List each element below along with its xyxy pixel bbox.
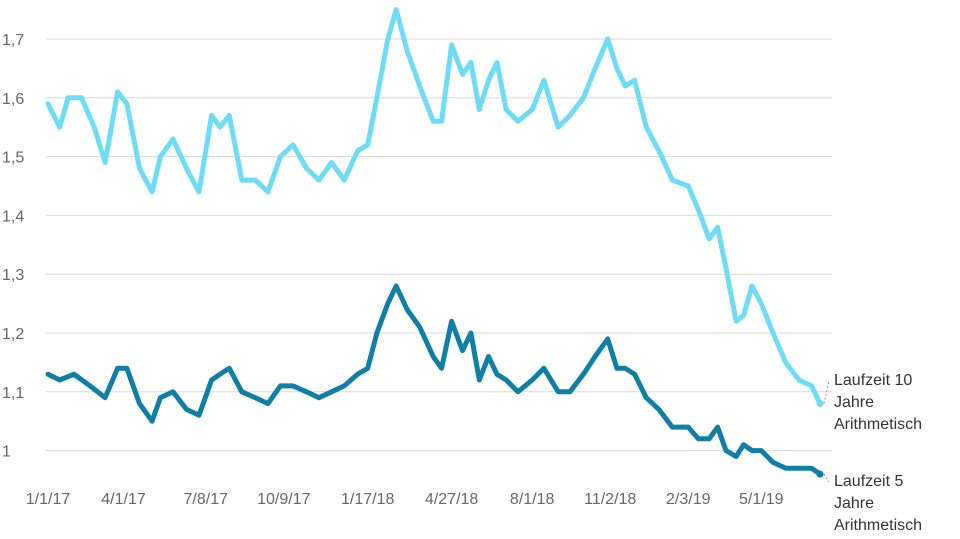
- y-tick-label: 1,3: [2, 267, 24, 284]
- x-tick-label: 11/2/18: [584, 491, 636, 508]
- x-tick-label: 5/1/19: [739, 491, 784, 508]
- x-tick-label: 1/1/17: [26, 491, 71, 508]
- series-line: [45, 283, 823, 477]
- y-tick-label: 1,2: [2, 326, 24, 343]
- y-tick-label: 1,6: [2, 91, 24, 108]
- gridlines: [46, 38, 832, 452]
- x-tick-label: 7/8/17: [184, 491, 229, 508]
- x-tick-label: 2/3/19: [666, 491, 711, 508]
- series-lines: [45, 7, 824, 478]
- x-tick-label: 4/27/18: [425, 491, 478, 508]
- y-tick-label: 1,7: [2, 32, 24, 49]
- y-tick-label: 1,5: [2, 150, 24, 167]
- x-tick-label: 4/1/17: [101, 491, 146, 508]
- series-end-point: [816, 470, 824, 478]
- series-end-point: [816, 400, 824, 408]
- y-tick-label: 1: [2, 444, 11, 461]
- x-tick-label: 1/17/18: [341, 491, 394, 508]
- legend: Laufzeit 10 Jahre Arithmetisch Laufzeit 5 Ja…: [823, 372, 922, 534]
- legend-label: Laufzeit 10 Jahre Arithmetisch: [834, 372, 922, 433]
- x-axis-ticks: 1/1/17 4/1/17 7/8/17 10/9/17 1/17/18 4/27/18 8…: [26, 491, 784, 508]
- y-axis-ticks: 1 1,1 1,2 1,3 1,4 1,5 1,6 1,7: [2, 32, 24, 461]
- x-tick-label: 10/9/17: [257, 491, 310, 508]
- y-tick-label: 1,1: [2, 385, 24, 402]
- series-line: [45, 7, 823, 407]
- legend-leader: [823, 473, 830, 483]
- legend-label: Laufzeit 5 Jahre Arithmetisch: [834, 473, 922, 534]
- x-tick-label: 8/1/18: [510, 491, 555, 508]
- y-tick-label: 1,4: [2, 208, 24, 225]
